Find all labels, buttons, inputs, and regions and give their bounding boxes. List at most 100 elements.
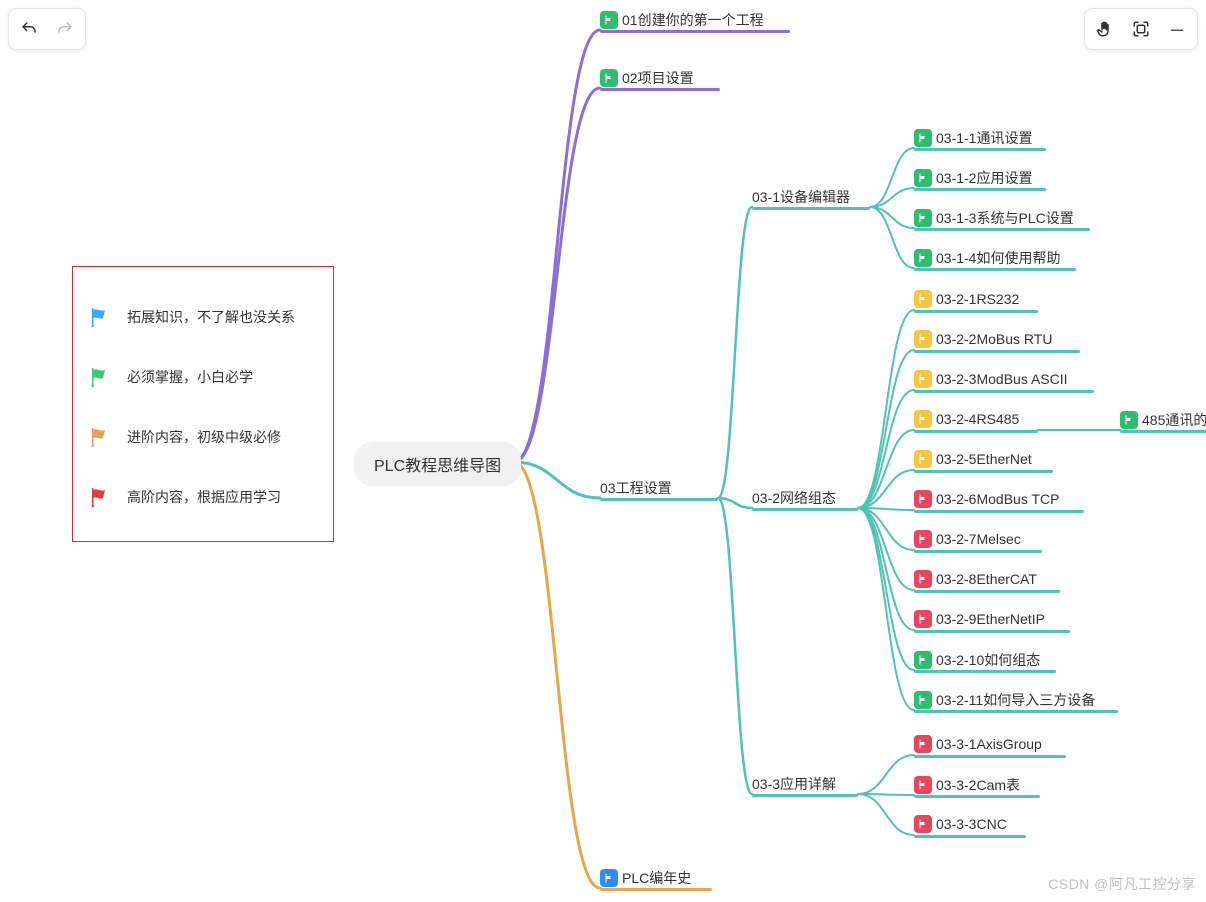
flag-icon [914, 735, 932, 753]
root-node[interactable]: PLC教程思维导图 [354, 442, 521, 486]
node-underline [752, 207, 870, 210]
node-label: 03-1-3系统与PLC设置 [936, 208, 1074, 228]
flag-icon [914, 450, 932, 468]
node-label: 03-2网络组态 [752, 488, 836, 508]
node-underline [752, 794, 858, 797]
node-label: PLC编年史 [622, 868, 691, 888]
leaf-node[interactable]: 03-2-10如何组态 [914, 650, 1040, 670]
node-underline [914, 470, 1053, 473]
flag-icon [914, 815, 932, 833]
leaf-node[interactable]: 03-2-7Melsec [914, 530, 1021, 548]
flag-icon [914, 691, 932, 709]
flag-icon [914, 249, 932, 267]
node-underline [914, 590, 1060, 593]
branch-node[interactable]: PLC编年史 [600, 868, 691, 888]
node-label: 01创建你的第一个工程 [622, 10, 764, 30]
leaf-node[interactable]: 03-2-4RS485 [914, 410, 1019, 428]
root-label: PLC教程思维导图 [374, 452, 501, 476]
node-underline [914, 835, 1026, 838]
node-underline [914, 630, 1070, 633]
flag-icon [600, 11, 618, 29]
leaf-node[interactable]: 485通讯的实 [1120, 410, 1206, 430]
leaf-node[interactable]: 03-1-1通讯设置 [914, 128, 1032, 148]
leaf-node[interactable]: 03-1-2应用设置 [914, 168, 1032, 188]
node-underline [914, 795, 1040, 798]
leaf-node[interactable]: 03-2-9EtherNetIP [914, 610, 1045, 628]
leaf-node[interactable]: 03-2-5EtherNet [914, 450, 1032, 468]
branch-node[interactable]: 03工程设置 [600, 478, 672, 498]
node-label: 03-2-5EtherNet [936, 451, 1032, 467]
flag-icon [914, 129, 932, 147]
node-label: 03-2-1RS232 [936, 291, 1019, 307]
leaf-node[interactable]: 03-1-3系统与PLC设置 [914, 208, 1074, 228]
node-label: 03-2-10如何组态 [936, 650, 1040, 670]
node-underline [914, 390, 1094, 393]
node-underline [914, 670, 1056, 673]
leaf-node[interactable]: 03-2-8EtherCAT [914, 570, 1037, 588]
leaf-node[interactable]: 03-2-1RS232 [914, 290, 1019, 308]
node-underline [914, 310, 1038, 313]
node-underline [914, 510, 1084, 513]
sub-branch-node[interactable]: 03-1设备编辑器 [752, 187, 850, 207]
watermark: CSDN @阿凡工控分享 [1048, 874, 1196, 894]
flag-icon [914, 776, 932, 794]
node-label: 02项目设置 [622, 68, 694, 88]
node-underline [914, 148, 1046, 151]
node-underline [600, 88, 720, 91]
sub-branch-node[interactable]: 03-2网络组态 [752, 488, 836, 508]
flag-icon [914, 530, 932, 548]
node-underline [914, 710, 1118, 713]
node-underline [914, 430, 1038, 433]
node-label: 03-2-6ModBus TCP [936, 491, 1059, 507]
node-underline [752, 508, 858, 511]
sub-branch-node[interactable]: 03-3应用详解 [752, 774, 836, 794]
flag-icon [914, 490, 932, 508]
node-label: 03-2-11如何导入三方设备 [936, 690, 1095, 710]
leaf-node[interactable]: 03-1-4如何使用帮助 [914, 248, 1060, 268]
flag-icon [1120, 411, 1138, 429]
leaf-node[interactable]: 03-2-2MoBus RTU [914, 330, 1052, 348]
branch-node[interactable]: 01创建你的第一个工程 [600, 10, 764, 30]
branch-node[interactable]: 02项目设置 [600, 68, 694, 88]
mindmap-canvas[interactable]: PLC教程思维导图 01创建你的第一个工程 02项目设置 03工程设置 PLC编年… [0, 0, 1206, 902]
flag-icon [914, 410, 932, 428]
node-underline [914, 755, 1066, 758]
node-underline [1120, 430, 1206, 433]
node-label: 03-3-1AxisGroup [936, 736, 1042, 752]
node-label: 485通讯的实 [1142, 410, 1206, 430]
node-underline [914, 350, 1080, 353]
node-label: 03-2-3ModBus ASCII [936, 371, 1068, 387]
node-label: 03-2-8EtherCAT [936, 571, 1037, 587]
leaf-node[interactable]: 03-3-1AxisGroup [914, 735, 1042, 753]
leaf-node[interactable]: 03-3-2Cam表 [914, 775, 1020, 795]
flag-icon [914, 651, 932, 669]
node-underline [914, 268, 1076, 271]
flag-icon [914, 169, 932, 187]
node-label: 03-1设备编辑器 [752, 187, 850, 207]
node-label: 03-2-4RS485 [936, 411, 1019, 427]
node-underline [600, 30, 790, 33]
leaf-node[interactable]: 03-2-6ModBus TCP [914, 490, 1059, 508]
leaf-node[interactable]: 03-2-3ModBus ASCII [914, 370, 1068, 388]
flag-icon [914, 570, 932, 588]
node-underline [600, 498, 718, 501]
node-label: 03-1-4如何使用帮助 [936, 248, 1060, 268]
node-label: 03工程设置 [600, 478, 672, 498]
leaf-node[interactable]: 03-3-3CNC [914, 815, 1007, 833]
node-label: 03-2-2MoBus RTU [936, 331, 1052, 347]
node-label: 03-2-7Melsec [936, 531, 1021, 547]
flag-icon [600, 869, 618, 887]
flag-icon [600, 69, 618, 87]
node-label: 03-3-3CNC [936, 816, 1007, 832]
flag-icon [914, 290, 932, 308]
node-label: 03-1-2应用设置 [936, 168, 1032, 188]
node-label: 03-2-9EtherNetIP [936, 611, 1045, 627]
flag-icon [914, 370, 932, 388]
flag-icon [914, 610, 932, 628]
leaf-node[interactable]: 03-2-11如何导入三方设备 [914, 690, 1095, 710]
node-underline [914, 188, 1046, 191]
node-label: 03-3-2Cam表 [936, 775, 1020, 795]
node-label: 03-3应用详解 [752, 774, 836, 794]
node-underline [914, 550, 1042, 553]
node-underline [600, 888, 712, 891]
